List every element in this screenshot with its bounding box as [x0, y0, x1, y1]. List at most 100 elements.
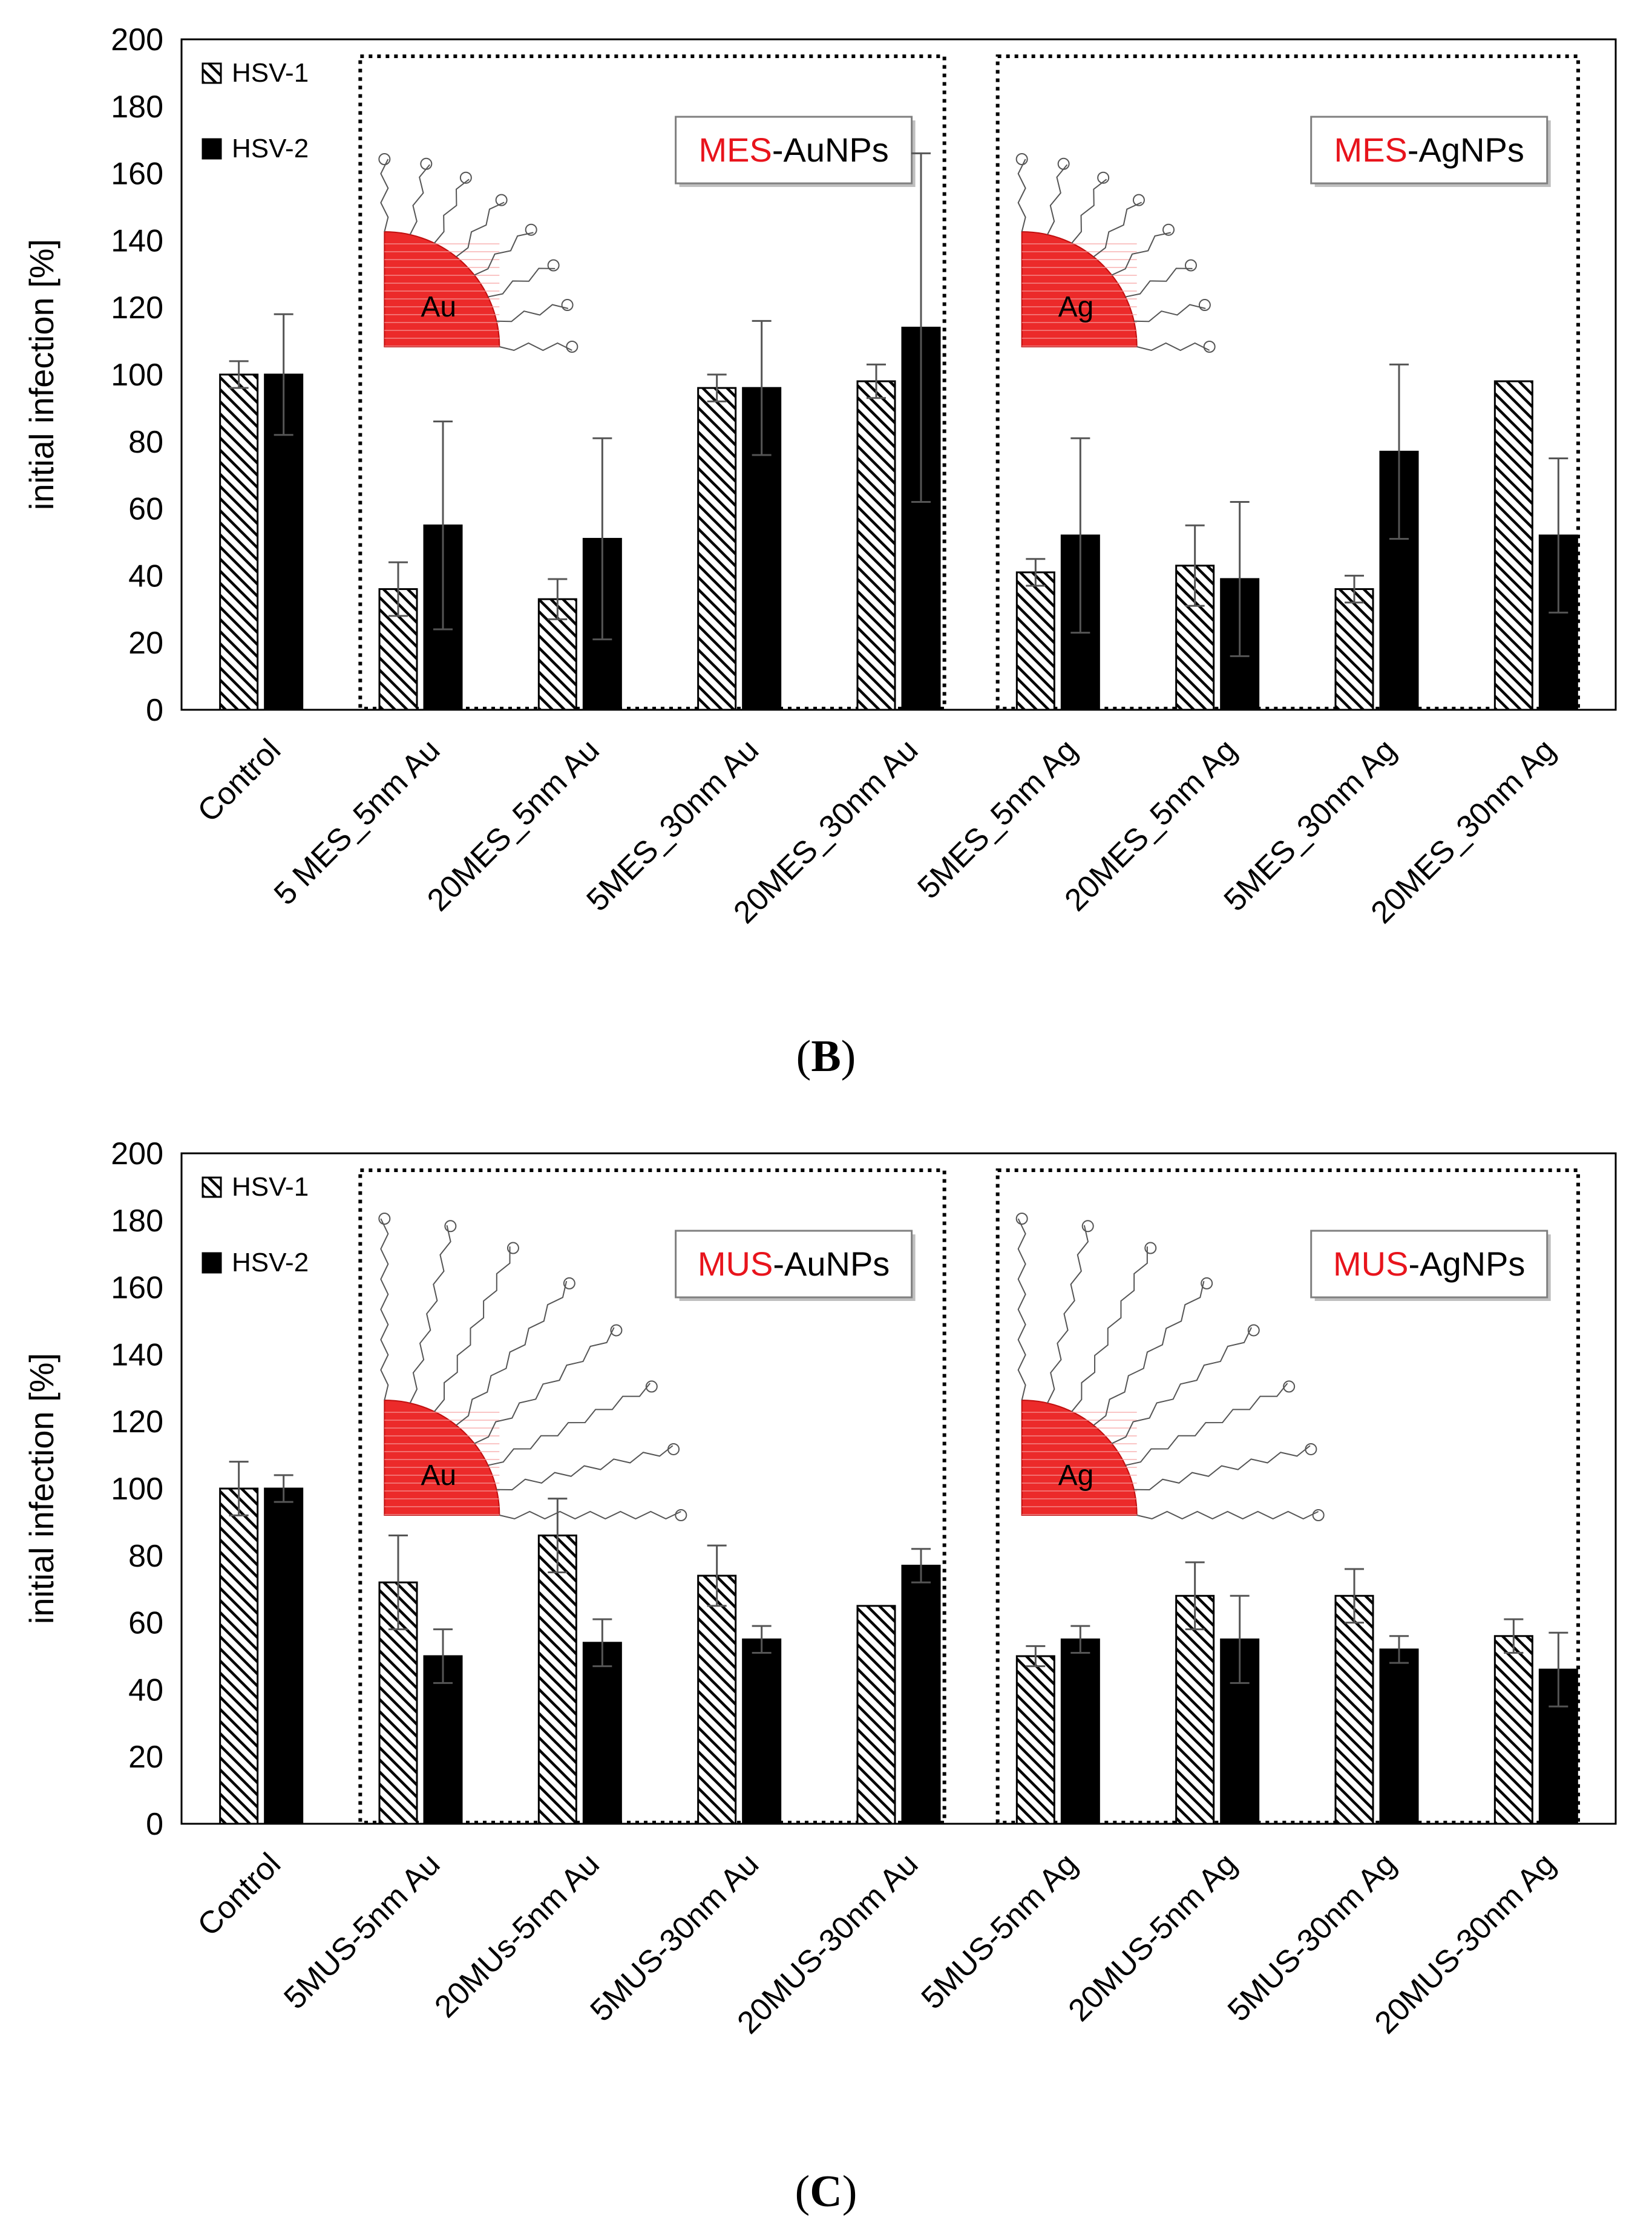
ligand-chain: [456, 1280, 568, 1426]
ligand-chain: [1136, 1510, 1319, 1520]
sulfonate-group: [1184, 259, 1197, 272]
y-axis-label: initial infection [%]: [22, 239, 61, 510]
sulfonate-group: [378, 1213, 391, 1225]
sulfonate-group: [1283, 1380, 1296, 1393]
ligand-chain: [456, 201, 505, 258]
ligand-chain: [1125, 267, 1193, 298]
y-tick-label: 20: [128, 1740, 163, 1775]
ligand-chain: [488, 267, 556, 298]
category-label: 5MES_30nm Au: [580, 732, 765, 918]
group-label-box: [675, 116, 913, 185]
legend-label: HSV-2: [232, 1248, 309, 1277]
sulfonate-group: [1057, 157, 1070, 170]
category-label: Control: [191, 1846, 288, 1943]
group-label-prefix: MES: [698, 131, 772, 169]
bar-hsv-2-0: [264, 1487, 304, 1825]
sulfonate-group: [675, 1509, 687, 1521]
chart-svg-b: 0 20 40 60 80 100 120 140 160 180 200 initial infec…: [22, 22, 1617, 1081]
bar-hsv-1-8: [1493, 1635, 1533, 1825]
bar-hsv-1-7: [1334, 1594, 1374, 1825]
sulfonate-group: [1144, 1242, 1157, 1254]
sulfonate-group: [525, 223, 537, 236]
chart-panel-b: 0 20 40 60 80 100 120 140 160 180 200 initial infec…: [0, 0, 1652, 1114]
group-box-ag: [995, 54, 1580, 710]
y-tick-label: 160: [111, 1271, 163, 1306]
bar-hsv-1-3: [697, 1574, 737, 1825]
ligand-chain: [1133, 304, 1206, 323]
sulfonate-group: [1132, 194, 1145, 206]
bar-hsv-1-4: [856, 380, 896, 711]
group-box-au: [358, 1168, 946, 1824]
bar-hsv-2-2: [582, 1642, 622, 1825]
nanoparticle-illustration: Au: [378, 1213, 687, 1521]
category-label: 5MES_30nm Ag: [1218, 732, 1403, 918]
group-label-box: [1310, 116, 1549, 185]
ligand-chain: [1125, 1383, 1288, 1466]
y-tick-label: 180: [111, 1204, 163, 1239]
legend-swatch-hsv-2: [202, 1252, 222, 1274]
bar-hsv-1-6: [1175, 565, 1215, 711]
ligand-chain: [409, 164, 430, 235]
bar-hsv-1-4: [856, 1605, 896, 1825]
ligand-chain: [380, 159, 389, 232]
category-label: 20MES_5nm Ag: [1058, 732, 1244, 918]
category-label: Control: [191, 732, 288, 829]
group-label-prefix: MUS: [1333, 1245, 1408, 1283]
y-tick-label: 100: [111, 1472, 163, 1507]
bar-hsv-2-7: [1379, 1648, 1419, 1825]
nanoparticle-core-label: Ag: [1058, 291, 1094, 323]
ligand-chain: [434, 179, 470, 244]
chart-panel-c: 0 20 40 60 80 100 120 140 160 180 200 initial infec…: [0, 1114, 1652, 2228]
sulfonate-group: [506, 1242, 519, 1254]
sulfonate-group: [1015, 1213, 1028, 1225]
group-label-suffix: -AgNPs: [1408, 1245, 1525, 1283]
y-tick-label: 80: [128, 1539, 163, 1574]
ligand-chain: [380, 1218, 389, 1401]
nanoparticle-core-label: Ag: [1058, 1459, 1094, 1492]
y-tick-label: 120: [111, 290, 163, 326]
bar-hsv-1-0: [219, 1487, 259, 1825]
ligand-chain: [1017, 159, 1026, 232]
sulfonate-group: [1015, 153, 1028, 165]
sulfonate-group: [547, 259, 560, 272]
nanoparticle-illustration: Au: [378, 153, 579, 353]
nanoparticle-core-label: Au: [421, 1459, 456, 1492]
legend-label: HSV-1: [232, 1172, 309, 1202]
bar-hsv-2-4: [901, 1564, 941, 1825]
y-tick-label: 40: [128, 1672, 163, 1708]
ligand-chain: [1111, 1327, 1252, 1444]
group-label-text: MUS-AgNPs: [1333, 1245, 1525, 1283]
bar-hsv-1-8: [1493, 380, 1533, 711]
panel-caption-letter: B: [811, 1032, 841, 1081]
bar-hsv-1-0: [219, 373, 259, 711]
ligand-chain: [1093, 201, 1142, 258]
ligand-chain: [1093, 1280, 1205, 1426]
sulfonate-group: [1312, 1509, 1325, 1521]
y-tick-label: 40: [128, 559, 163, 594]
sulfonate-group: [566, 341, 579, 353]
nanoparticle-core: [384, 1399, 500, 1516]
category-label: 20MUS-5nm Ag: [1062, 1846, 1244, 2028]
y-tick-label: 200: [111, 1136, 163, 1171]
ligand-chain: [488, 1383, 651, 1466]
sulfonate-group: [378, 153, 391, 165]
sulfonate-group: [495, 194, 508, 206]
legend-swatch-hsv-1: [202, 62, 222, 84]
chart-svg-c: 0 20 40 60 80 100 120 140 160 180 200 initial infec…: [22, 1136, 1617, 2216]
nanoparticle-core: [1021, 1399, 1138, 1516]
group-label-suffix: -AuNPs: [772, 131, 889, 169]
group-label-box: [675, 1230, 913, 1299]
group-label-text: MES-AuNPs: [698, 131, 888, 169]
sulfonate-group: [563, 1277, 575, 1289]
nanoparticle-illustration: Ag: [1015, 1213, 1325, 1521]
nanoparticle-core-label: Au: [421, 291, 456, 323]
sulfonate-group: [1198, 299, 1211, 312]
category-label: 5MUS-30nm Au: [584, 1846, 766, 2028]
ligand-chain: [474, 1327, 615, 1444]
group-label-text: MUS-AuNPs: [698, 1245, 890, 1283]
sulfonate-group: [420, 157, 433, 170]
sulfonate-group: [444, 1220, 457, 1233]
nanoparticle-core: [384, 231, 500, 347]
ligand-chain: [499, 342, 572, 352]
bar-hsv-1-7: [1334, 588, 1374, 711]
